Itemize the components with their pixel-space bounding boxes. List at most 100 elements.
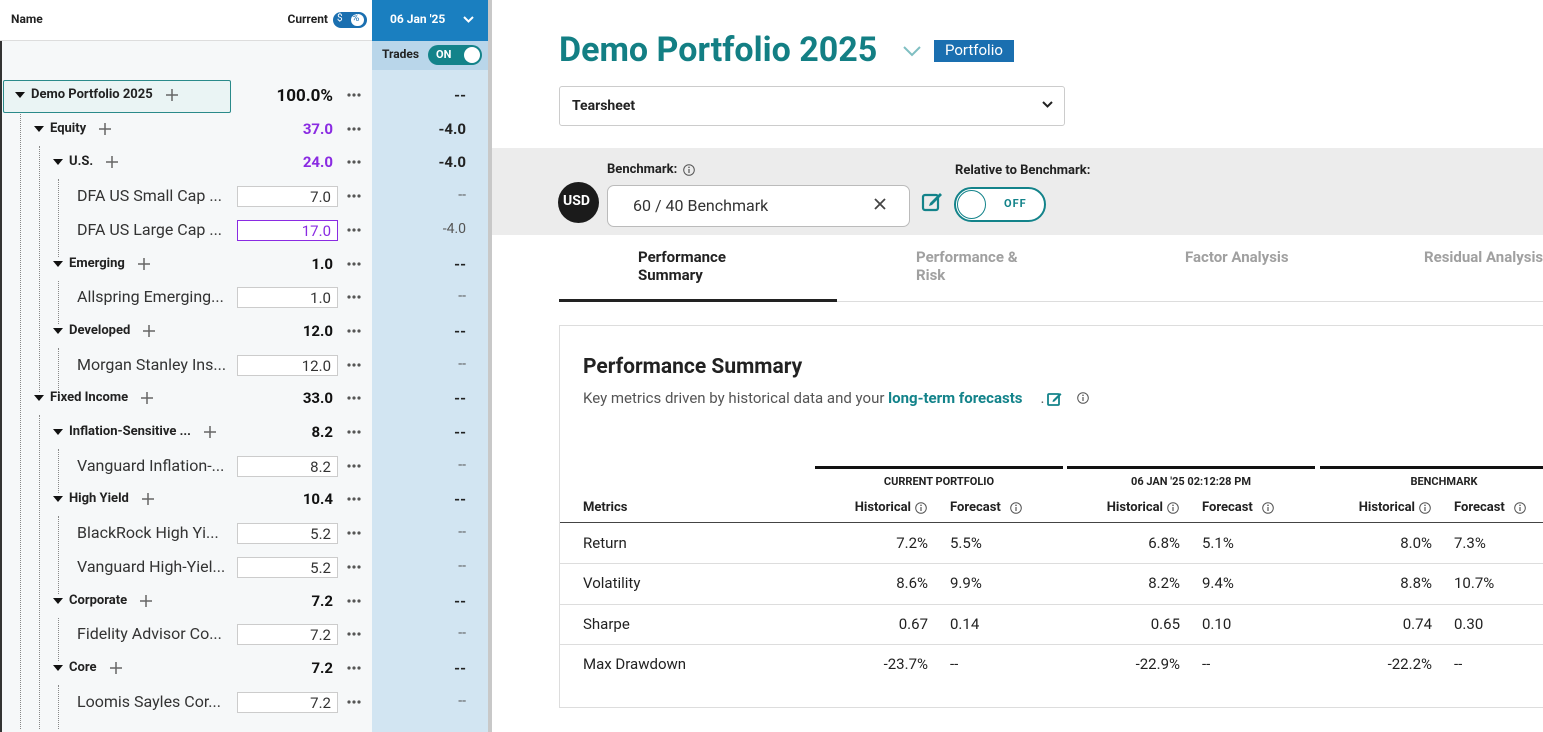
row-rule [560, 563, 1543, 565]
expand-toggle[interactable] [53, 159, 63, 166]
trades-label: Trades [382, 47, 420, 61]
add-button[interactable] [137, 257, 150, 270]
allocation-input[interactable]: 7.2 [237, 691, 338, 713]
more-menu[interactable] [347, 295, 361, 299]
more-menu[interactable] [347, 699, 361, 704]
fund-label[interactable]: BlackRock High Yi... [77, 523, 219, 543]
expand-toggle[interactable] [53, 260, 63, 267]
add-button[interactable] [165, 89, 178, 101]
tree-guide [58, 684, 59, 729]
allocation-input[interactable]: 1.0 [237, 287, 338, 309]
expand-toggle[interactable] [34, 125, 44, 132]
add-button[interactable] [140, 594, 153, 607]
clear-button[interactable] [874, 198, 886, 210]
fund-label[interactable]: DFA US Small Cap ... [77, 186, 222, 206]
allocation-input[interactable]: 5.2 [237, 523, 338, 545]
edit-button[interactable] [921, 190, 943, 212]
more-menu[interactable] [347, 464, 361, 468]
tab[interactable]: Performance Summary [638, 248, 726, 284]
header-rule [560, 522, 1543, 523]
allocation-input[interactable]: 7.2 [237, 624, 338, 646]
add-button[interactable] [141, 392, 154, 405]
allocation-input[interactable]: 7.0 [237, 186, 338, 208]
tab[interactable]: Residual Analysis [1424, 248, 1543, 266]
more-menu[interactable] [347, 531, 361, 535]
info-icon[interactable] [1419, 502, 1431, 514]
expand-toggle[interactable] [34, 395, 44, 402]
expand-toggle[interactable] [15, 92, 25, 98]
view-select[interactable]: Tearsheet [559, 86, 1065, 126]
group-label[interactable]: Developed [69, 322, 131, 338]
group-label[interactable]: High Yield [69, 491, 129, 507]
add-button[interactable] [203, 426, 216, 438]
info-icon[interactable] [1077, 392, 1089, 404]
info-icon[interactable] [1514, 502, 1526, 514]
expand-toggle[interactable] [53, 429, 63, 435]
chevron[interactable] [463, 16, 474, 24]
more-menu[interactable] [347, 565, 361, 569]
fund-label[interactable]: Allspring Emerging... [77, 287, 224, 307]
trades-toggle[interactable]: ON [428, 45, 482, 65]
more-menu[interactable] [347, 598, 361, 603]
fund-label[interactable]: Vanguard Inflation-... [77, 455, 225, 475]
chevron[interactable] [903, 46, 921, 57]
chevron[interactable] [1042, 101, 1053, 109]
more-menu[interactable] [347, 127, 361, 131]
more-menu[interactable] [347, 228, 361, 232]
more-menu[interactable] [347, 497, 361, 501]
more-menu[interactable] [347, 261, 361, 266]
fund-label[interactable]: DFA US Large Cap ... [77, 219, 223, 239]
add-button[interactable] [143, 324, 156, 337]
more-menu[interactable] [347, 362, 361, 367]
historical-value: 8.2% [1148, 574, 1180, 593]
group-label[interactable]: Demo Portfolio 2025 [31, 87, 153, 102]
expand-toggle[interactable] [53, 664, 63, 671]
add-button[interactable] [141, 493, 154, 506]
forecast-link[interactable]: long-term forecasts [888, 389, 1023, 407]
allocation-input[interactable]: 8.2 [237, 455, 338, 477]
more-menu[interactable] [347, 632, 361, 636]
group-label[interactable]: Equity [50, 120, 87, 136]
tab[interactable]: Performance & Risk [916, 248, 1018, 284]
info-icon[interactable] [1167, 502, 1179, 514]
fund-label[interactable]: Vanguard High-Yiel... [77, 556, 226, 576]
historical-value: -23.7% [883, 655, 928, 674]
add-button[interactable] [106, 156, 119, 169]
group-label[interactable]: Emerging [69, 255, 125, 271]
more-menu[interactable] [347, 396, 361, 400]
expand-toggle[interactable] [53, 496, 63, 503]
info-icon[interactable] [1262, 502, 1274, 514]
expand-toggle[interactable] [53, 597, 63, 604]
column-header: Name [11, 12, 43, 26]
unit-toggle[interactable]: $% [333, 12, 367, 28]
group-label[interactable]: Corporate [69, 592, 128, 608]
info-icon[interactable] [915, 502, 927, 514]
allocation-input[interactable]: 17.0 [237, 219, 338, 241]
relative-toggle[interactable]: OFF [954, 187, 1046, 222]
fund-label[interactable]: Morgan Stanley Ins... [77, 354, 227, 374]
edit-icon-glyph[interactable] [1047, 391, 1062, 406]
group-label[interactable]: Fixed Income [50, 390, 129, 406]
expand-toggle[interactable] [53, 327, 63, 334]
more-menu[interactable] [347, 430, 361, 434]
add-button[interactable] [109, 661, 122, 674]
allocation-input[interactable]: 12.0 [237, 354, 338, 376]
more-menu[interactable] [347, 666, 361, 670]
more-menu[interactable] [347, 329, 361, 333]
add-button[interactable] [99, 122, 112, 135]
info-icon[interactable] [1010, 502, 1022, 514]
metric-name: Return [583, 534, 627, 552]
benchmark-input[interactable]: 60 / 40 Benchmark [607, 185, 910, 227]
more-menu[interactable] [347, 160, 361, 164]
group-label[interactable]: U.S. [69, 154, 94, 170]
group-label[interactable]: Inflation-Sensitive ... [69, 424, 191, 439]
fund-label[interactable]: Fidelity Advisor Co... [77, 624, 222, 644]
allocation-input[interactable]: 5.2 [237, 556, 338, 578]
tab[interactable]: Factor Analysis [1185, 248, 1289, 266]
fund-label[interactable]: Loomis Sayles Cor... [77, 691, 221, 711]
info-icon[interactable] [683, 164, 695, 176]
more-menu[interactable] [347, 93, 361, 97]
benchmark-label: Benchmark: [607, 162, 678, 177]
group-label[interactable]: Core [69, 659, 97, 675]
more-menu[interactable] [347, 194, 361, 198]
